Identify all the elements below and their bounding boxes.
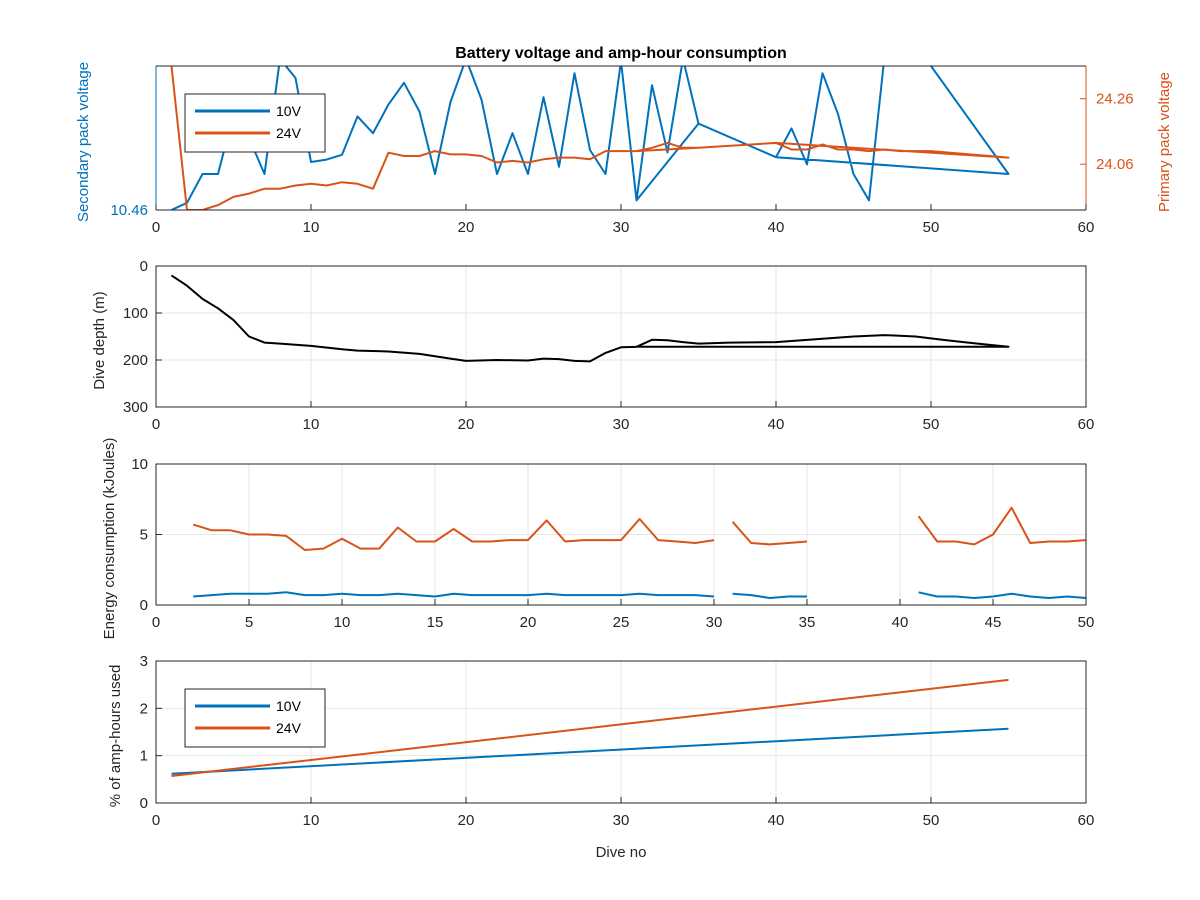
x-tick-label: 30 [613, 812, 630, 829]
series-line-10V [171, 66, 1010, 210]
y-tick-label: 3 [140, 653, 148, 670]
x-tick-label: 50 [923, 812, 940, 829]
y-axis-label: % of amp-hours used [107, 665, 124, 808]
y-tick-label: 1 [140, 748, 148, 765]
panel-voltage: 10.46 24.06 24.26 0 10 20 30 40 50 60 Secondary pa… [75, 62, 1173, 236]
x-tick-label: 40 [892, 614, 909, 631]
y-tick-label: 0 [140, 795, 148, 812]
x-tick-label: 40 [768, 812, 785, 829]
x-tick-label: 60 [1078, 416, 1095, 433]
y-tick-label: 10.46 [110, 202, 148, 219]
panel-energy: 0 5 10 15 20 25 30 35 40 45 50 0 5 10 Energy consumpti… [101, 438, 1094, 640]
x-tick-label: 20 [458, 219, 475, 236]
x-tick-label: 50 [923, 219, 940, 236]
x-tick-label: 40 [768, 416, 785, 433]
y-tick-label: 300 [123, 399, 148, 416]
y-tick-label: 0 [140, 597, 148, 614]
x-tick-label: 15 [427, 614, 444, 631]
panel-amp-hours: 0 10 20 30 40 50 60 0 1 2 3 % of amp-hours used Dive… [107, 653, 1094, 861]
x-tick-label: 0 [152, 614, 160, 631]
y-axis-label: Energy consumption (kJoules) [101, 438, 118, 640]
y-tick-label: 5 [140, 527, 148, 544]
x-tick-label: 30 [613, 219, 630, 236]
energy-line-10V-seg0 [193, 591, 715, 598]
legend-label-10V: 10V [276, 698, 302, 714]
x-tick-label: 10 [303, 219, 320, 236]
y-axis-label: Dive depth (m) [91, 291, 108, 389]
y-tick-label-right: 24.06 [1096, 156, 1134, 173]
energy-line-24V-seg1 [731, 521, 808, 546]
y-tick-label: 200 [123, 352, 148, 369]
panel-depth: 0 10 20 30 40 50 60 0 100 200 300 Dive depth (m) [91, 258, 1094, 433]
x-tick-label: 50 [923, 416, 940, 433]
y-tick-label: 2 [140, 700, 148, 717]
x-tick-label: 0 [152, 219, 160, 236]
depth-line [170, 274, 1010, 363]
x-tick-label: 10 [303, 416, 320, 433]
x-tick-label: 60 [1078, 812, 1095, 829]
y-axis-label-left: Secondary pack voltage [75, 62, 92, 222]
x-tick-label: 0 [152, 416, 160, 433]
x-tick-label: 10 [334, 614, 351, 631]
x-tick-label: 60 [1078, 219, 1095, 236]
x-tick-label: 30 [706, 614, 723, 631]
legend-box [184, 93, 326, 153]
energy-line-10V-seg2 [918, 591, 1087, 599]
legend-label-24V: 24V [276, 125, 302, 141]
amphour-line-10V [171, 727, 1009, 775]
x-tick-label: 20 [458, 812, 475, 829]
y-tick-label: 0 [140, 258, 148, 275]
legend-label-24V: 24V [276, 720, 302, 736]
x-tick-label: 5 [245, 614, 253, 631]
y-axis-label-right: Primary pack voltage [1156, 72, 1173, 212]
legend-box [184, 688, 326, 748]
x-tick-label: 50 [1078, 614, 1095, 631]
series-group [170, 66, 1010, 210]
series-line-24V [170, 66, 1010, 210]
x-tick-label: 20 [520, 614, 537, 631]
figure-title: Battery voltage and amp-hour consumption [455, 45, 787, 62]
x-axis-label: Dive no [596, 844, 647, 861]
amphour-line-24V [171, 678, 1009, 777]
energy-line-24V-seg0 [192, 518, 715, 551]
x-tick-label: 20 [458, 416, 475, 433]
y-tick-label-right: 24.26 [1096, 91, 1134, 108]
energy-line-24V-seg2 [917, 506, 1087, 546]
energy-line-10V-seg1 [732, 592, 807, 599]
x-tick-label: 25 [613, 614, 630, 631]
x-tick-label: 45 [985, 614, 1002, 631]
y-tick-label: 10 [131, 456, 148, 473]
y-tick-label: 100 [123, 305, 148, 322]
x-tick-label: 35 [799, 614, 816, 631]
x-tick-label: 0 [152, 812, 160, 829]
x-tick-label: 30 [613, 416, 630, 433]
x-tick-label: 10 [303, 812, 320, 829]
x-tick-label: 40 [768, 219, 785, 236]
legend-label-10V: 10V [276, 103, 302, 119]
